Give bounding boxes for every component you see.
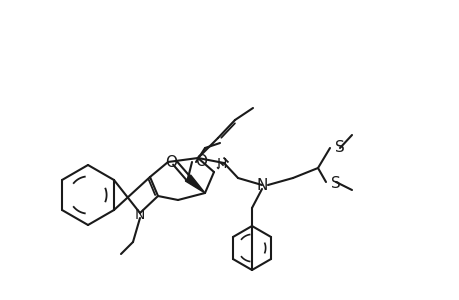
- Polygon shape: [185, 175, 205, 193]
- Text: O: O: [195, 154, 207, 169]
- Text: H: H: [216, 157, 227, 171]
- Text: N: N: [134, 208, 145, 222]
- Text: O: O: [165, 154, 177, 169]
- Text: S: S: [334, 140, 344, 154]
- Text: S: S: [330, 176, 340, 190]
- Text: N: N: [256, 178, 267, 193]
